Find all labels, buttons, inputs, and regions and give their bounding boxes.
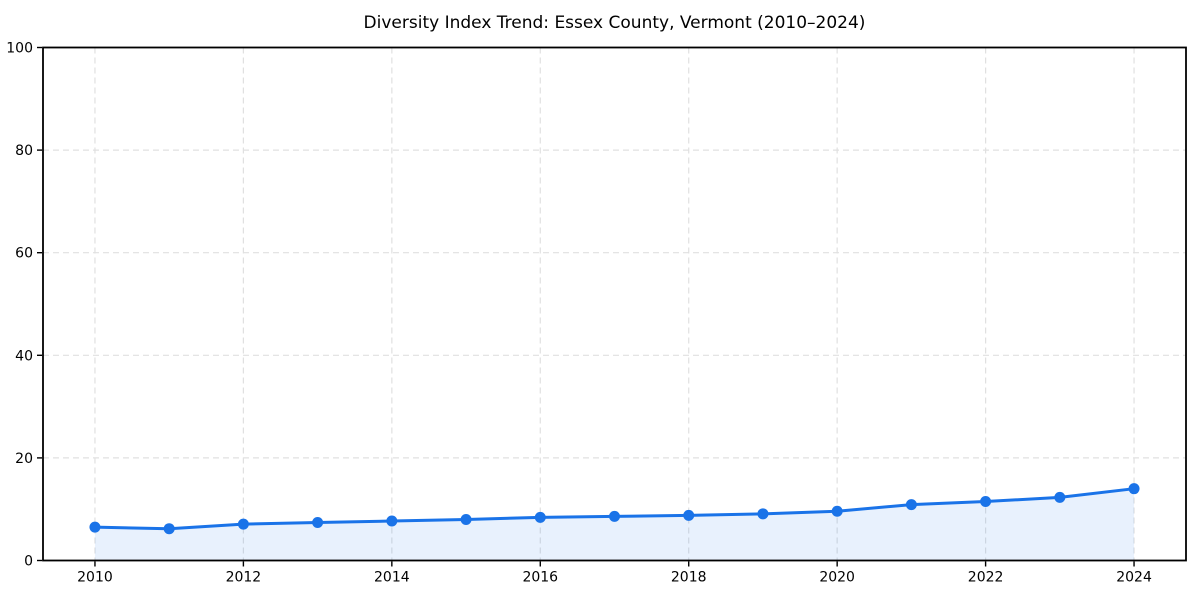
x-tick-label: 2016	[522, 570, 558, 586]
data-point-2020	[831, 505, 843, 517]
y-tick-label: 0	[24, 554, 33, 570]
data-point-2015	[460, 513, 472, 525]
y-tick-label: 80	[15, 143, 33, 159]
x-tick-label: 2020	[819, 570, 855, 586]
y-tick-label: 60	[15, 246, 33, 262]
data-point-2010	[89, 521, 101, 533]
data-point-2018	[683, 509, 695, 521]
chart-title: Diversity Index Trend: Essex County, Ver…	[363, 13, 866, 33]
data-point-2023	[1054, 491, 1066, 503]
data-point-2017	[609, 510, 620, 522]
data-point-2019	[757, 508, 769, 520]
data-point-2024	[1128, 483, 1140, 495]
y-tick-label: 100	[6, 41, 33, 57]
x-tick-label: 2014	[374, 570, 410, 586]
data-point-2021	[905, 499, 917, 511]
x-tick-label: 2018	[671, 570, 707, 586]
data-point-2013	[312, 517, 324, 529]
y-tick-label: 20	[15, 451, 33, 467]
data-point-2014	[386, 515, 398, 527]
y-tick-label: 40	[15, 348, 33, 364]
x-tick-label: 2022	[968, 570, 1004, 586]
x-tick-label: 2012	[226, 570, 262, 586]
data-point-2016	[534, 511, 546, 523]
area-fill	[94, 488, 1135, 561]
x-tick-label: 2024	[1116, 570, 1152, 586]
plot-frame	[42, 46, 1187, 562]
data-point-2012	[237, 518, 249, 530]
data-point-2011	[163, 523, 175, 535]
x-tick-label: 2010	[77, 570, 113, 586]
data-point-2022	[980, 496, 992, 508]
